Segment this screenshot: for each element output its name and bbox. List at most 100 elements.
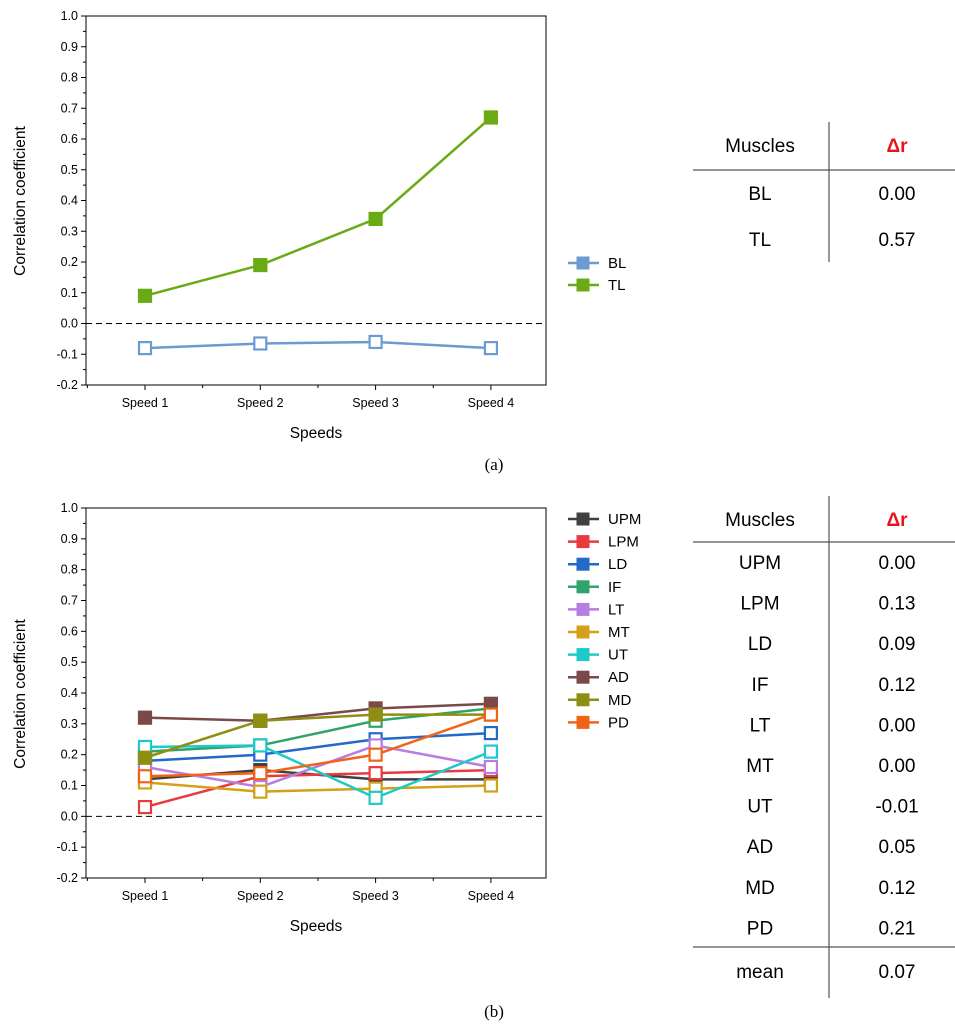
chart-b-legend-ut-marker bbox=[576, 648, 590, 662]
chart-a-legend-bl-label: BL bbox=[608, 255, 626, 272]
chart-a-series-bl-line bbox=[144, 340, 491, 350]
chart-a-series-tl-point bbox=[483, 110, 498, 125]
chart-b-xtick-label: Speed 4 bbox=[468, 889, 515, 903]
table-b-rows: UPM 0.00 LPM 0.13 LD 0.09 IF 0.12 LT 0.00 MT 0.00 UT… bbox=[739, 553, 919, 939]
chart-b-legend-lt-label: LT bbox=[608, 601, 624, 618]
chart-b-ytick-label: 0.3 bbox=[61, 717, 78, 731]
chart-b-series-md-line bbox=[144, 713, 491, 759]
chart-a-ytick-label: 0.6 bbox=[61, 132, 78, 146]
chart-b-ytick-label: 0.0 bbox=[61, 809, 78, 823]
chart-b-series-lpm-line bbox=[144, 768, 491, 809]
chart-a-ytick-label: 0.4 bbox=[61, 194, 78, 208]
chart-a-series-bl-point bbox=[483, 341, 498, 356]
table-b-row-value: 0.21 bbox=[879, 918, 916, 939]
chart-b-plot-frame bbox=[85, 507, 547, 879]
chart-b-series-mt-point bbox=[483, 778, 498, 793]
chart-a-series-bl-point bbox=[137, 341, 153, 356]
table-b-row-value: -0.01 bbox=[875, 797, 918, 818]
chart-b-legend-ld-marker bbox=[576, 557, 590, 571]
panel-a: -0.2 -0.1 0.0 0.1 0.2 0.3 0.4 0.5 0.6 0.7 0.8 0.9 1.… bbox=[12, 9, 955, 474]
chart-a-xtick-label: Speed 4 bbox=[468, 396, 515, 410]
chart-b-series-lpm-point bbox=[368, 766, 383, 781]
table-b-header-delta: Δr bbox=[886, 510, 908, 531]
chart-a-series-tl-point bbox=[137, 288, 153, 303]
legend-b: UPM LPM LD IF LT MT UT AD MD PD bbox=[568, 511, 641, 731]
chart-a-ytick-label: 0.2 bbox=[61, 255, 78, 269]
table-b-footer-value: 0.07 bbox=[879, 962, 916, 983]
table-b-row-muscle: AD bbox=[747, 837, 773, 858]
chart-b-ytick-label: -0.2 bbox=[56, 871, 78, 885]
chart-b-legend-lt-marker bbox=[576, 602, 590, 616]
chart-b-xtick-label: Speed 1 bbox=[122, 889, 169, 903]
chart-a-series-bl-point bbox=[253, 336, 268, 351]
table-b-row-muscle: LPM bbox=[740, 594, 779, 615]
chart-b-ytick-label: 0.1 bbox=[61, 779, 78, 793]
chart-a-xlabel: Speeds bbox=[290, 425, 343, 442]
chart-b-legend-mt-marker bbox=[576, 625, 590, 639]
chart-a-series-tl-point bbox=[368, 211, 383, 227]
chart-a-legend-tl-label: TL bbox=[608, 277, 626, 294]
chart-b-legend-lpm-marker bbox=[576, 535, 590, 549]
table-b-row-value: 0.05 bbox=[879, 837, 916, 858]
table-b-footer-muscle: mean bbox=[736, 962, 784, 983]
chart-a-ylabel: Correlation coefficient bbox=[12, 126, 29, 276]
chart-a-ytick-label: -0.2 bbox=[56, 378, 78, 392]
chart-a-ytick-label: -0.1 bbox=[56, 347, 78, 361]
table-a-row-value: 0.57 bbox=[879, 230, 916, 251]
chart-b-legend-pd-label: PD bbox=[608, 714, 629, 731]
table-b-row-muscle: PD bbox=[747, 918, 773, 939]
chart-b-series-ld-line bbox=[144, 731, 491, 763]
chart-a-xtick-label: Speed 1 bbox=[122, 396, 169, 410]
table-b-header-muscles: Muscles bbox=[725, 510, 795, 531]
chart-b-legend-pd-marker bbox=[576, 715, 590, 729]
chart-b-series-mt-line bbox=[144, 781, 491, 793]
chart-b-series-pd-point bbox=[137, 769, 153, 784]
chart-a-xtick-label: Speed 3 bbox=[352, 396, 399, 410]
chart-b-series-ut-point bbox=[368, 790, 383, 805]
chart-b-legend-md-label: MD bbox=[608, 692, 631, 709]
chart-a: -0.2 -0.1 0.0 0.1 0.2 0.3 0.4 0.5 0.6 0.7 0.8 0.9 1.… bbox=[56, 9, 547, 410]
table-b-row-value: 0.13 bbox=[879, 594, 916, 615]
table-b-row-muscle: LT bbox=[750, 715, 771, 736]
chart-b-series-pd-point bbox=[483, 707, 498, 722]
chart-b-series-md-point bbox=[368, 707, 383, 722]
chart-b-ytick-label: 0.4 bbox=[61, 686, 78, 700]
table-a: Muscles Δr BL 0.00 TL 0.57 bbox=[693, 122, 955, 262]
chart-b-ytick-label: 0.7 bbox=[61, 594, 78, 608]
chart-a-series-bl-point bbox=[368, 334, 383, 350]
table-b-row-value: 0.12 bbox=[879, 878, 916, 899]
chart-b-series-lt-line bbox=[144, 744, 492, 789]
chart-a-ytick-label: 0.8 bbox=[61, 71, 78, 85]
chart-b-legend-ut-label: UT bbox=[608, 647, 628, 664]
chart-b-ytick-label: -0.1 bbox=[56, 840, 78, 854]
chart-b-ytick-label: 1.0 bbox=[61, 501, 78, 515]
chart-b-series-md-point bbox=[253, 713, 268, 728]
chart-b-series-ut-line bbox=[144, 744, 492, 800]
chart-b-series-pd-point bbox=[253, 766, 268, 781]
chart-b-legend-if-marker bbox=[576, 580, 590, 594]
chart-b-series-ad-point bbox=[137, 710, 153, 725]
chart-b-legend-mt-label: MT bbox=[608, 624, 630, 641]
chart-b-series-mt-point bbox=[253, 784, 268, 799]
chart-b-series-lpm-point bbox=[137, 799, 153, 815]
chart-b-xlabel: Speeds bbox=[290, 918, 343, 935]
chart-a-xtick-label: Speed 2 bbox=[237, 396, 284, 410]
caption-a: (a) bbox=[485, 455, 504, 474]
table-a-rows: BL 0.00 TL 0.57 bbox=[748, 184, 915, 251]
table-b-row-muscle: MD bbox=[745, 878, 775, 899]
chart-b-ytick-label: 0.9 bbox=[61, 532, 78, 546]
table-b-row-muscle: UT bbox=[747, 797, 773, 818]
chart-b-xtick-label: Speed 2 bbox=[237, 889, 284, 903]
chart-b-series-ut-point bbox=[483, 744, 498, 759]
table-b-row-muscle: LD bbox=[748, 634, 772, 655]
chart-a-ytick-label: 0.7 bbox=[61, 101, 78, 115]
panel-b: -0.2 -0.1 0.0 0.1 0.2 0.3 0.4 0.5 0.6 0.7 0.8 0.9 1.… bbox=[12, 496, 955, 1021]
chart-b-legend-md-marker bbox=[576, 693, 590, 707]
chart-a-ytick-label: 0.0 bbox=[61, 317, 78, 331]
chart-a-ytick-label: 0.5 bbox=[61, 163, 78, 177]
table-b-row-muscle: MT bbox=[746, 756, 774, 777]
chart-b: -0.2 -0.1 0.0 0.1 0.2 0.3 0.4 0.5 0.6 0.7 0.8 0.9 1.… bbox=[56, 501, 547, 903]
table-b-row-value: 0.00 bbox=[879, 756, 916, 777]
table-b: Muscles Δr UPM 0.00 LPM 0.13 LD 0.09 IF 0.12 LT 0… bbox=[693, 496, 955, 998]
